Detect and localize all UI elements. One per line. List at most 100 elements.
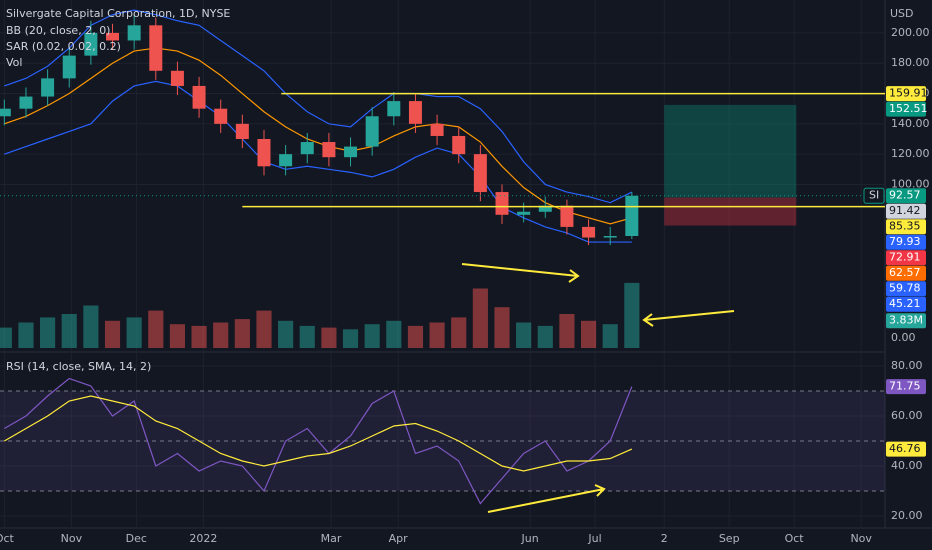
candle-body (300, 142, 314, 155)
y-tick-label: 100.00 (891, 177, 930, 190)
price-tag-label: 59.78 (889, 282, 921, 295)
volume-bar (40, 317, 56, 348)
y-tick-label: 40.00 (891, 459, 923, 472)
candle-body (149, 25, 163, 71)
candle-body (430, 123, 444, 136)
candle-body (603, 236, 617, 238)
price-tag (886, 250, 926, 266)
volume-bar (537, 325, 553, 348)
candle-body (84, 32, 98, 56)
price-tag-label: 91.42 (889, 204, 921, 217)
price-tag-label: 3.83M (889, 314, 923, 327)
x-tick-label: Apr (389, 532, 409, 545)
price-tag (886, 281, 926, 297)
candle-body (560, 205, 574, 227)
volume-bar (299, 325, 315, 348)
candle-body (365, 116, 379, 147)
price-tag-label: 71.75 (889, 380, 921, 393)
arrow (487, 484, 606, 513)
price-tag (886, 313, 926, 329)
x-tick-label: Nov (850, 532, 872, 545)
volume-bar (278, 320, 294, 348)
price-tag-label: 159.91 (889, 87, 928, 100)
price-tag-label: 152.51 (889, 102, 928, 115)
price-tag (886, 234, 926, 250)
indicator-legend: BB (20, close, 2, 0) (6, 24, 110, 37)
volume-bar (83, 305, 99, 348)
bb-upper (4, 9, 633, 204)
volume-bar (364, 324, 380, 348)
volume-bar (451, 317, 467, 348)
candle-body (538, 205, 552, 212)
candle-body (344, 146, 358, 158)
candle-body (0, 108, 11, 117)
volume-bar (386, 320, 402, 348)
price-tag-label: 45.21 (889, 297, 921, 310)
y-tick-label: 0.00 (891, 331, 916, 344)
price-tag (886, 265, 926, 281)
x-tick-label: 2022 (189, 532, 217, 545)
volume-bar (472, 288, 488, 348)
candle-body (517, 211, 531, 215)
price-tag-label: 62.57 (889, 266, 921, 279)
price-tag (886, 379, 926, 395)
currency-label: USD (890, 7, 914, 20)
volume-bar (61, 314, 77, 348)
indicator-legend: RSI (14, close, SMA, 14, 2) (6, 360, 151, 373)
volume-bar (407, 325, 424, 348)
price-tag-label: 79.93 (889, 235, 921, 248)
price-tag-label: 92.57 (889, 189, 921, 202)
volume-bar (0, 327, 12, 348)
price-tag (886, 441, 926, 457)
volume-bar (104, 320, 121, 348)
x-tick-label: Mar (321, 532, 342, 545)
candle-body (214, 108, 228, 124)
symbol-tag-label: SI (869, 189, 879, 202)
candle-body (19, 96, 33, 109)
x-tick-label: 2 (661, 532, 668, 545)
x-tick-label: Jul (587, 532, 601, 545)
y-tick-label: 140.00 (891, 117, 930, 130)
price-tag (886, 296, 926, 312)
volume-bar (602, 324, 618, 348)
volume-bar (234, 319, 250, 348)
x-tick-label: Nov (61, 532, 83, 545)
x-tick-label: Jun (521, 532, 539, 545)
candle-body (192, 85, 206, 109)
candle-body (41, 78, 55, 97)
candle-body (170, 70, 184, 86)
y-tick-label: 200.00 (891, 26, 930, 39)
candle-body (62, 55, 76, 79)
arrow (642, 310, 735, 327)
price-tag-label: 85.35 (889, 220, 921, 233)
candle-body (106, 32, 120, 41)
x-tick-label: Oct (785, 532, 805, 545)
price-tag (886, 219, 926, 235)
candle-body (452, 135, 466, 155)
candle-body (625, 195, 639, 237)
price-tag (886, 86, 926, 102)
indicator-legend: Vol (6, 56, 22, 69)
price-tag-label: 72.91 (889, 251, 921, 264)
volume-bar (321, 327, 337, 348)
y-tick-label: 20.00 (891, 509, 923, 522)
price-tag (886, 101, 926, 117)
candle-body (127, 25, 141, 41)
candle-body (235, 123, 249, 139)
arrow (461, 263, 580, 283)
annotation-arrows (461, 263, 735, 513)
candle-body (582, 226, 596, 238)
candle-body (473, 154, 487, 193)
indicator-legend: SAR (0.02, 0.02, 0.2) (6, 40, 121, 53)
volume-bar (580, 320, 597, 348)
volume-bar (342, 329, 359, 348)
volume-bar (213, 322, 229, 348)
volume-bar (516, 322, 532, 348)
plot (0, 0, 885, 528)
candle-body (408, 101, 422, 124)
x-tick-label: Oct (0, 532, 15, 545)
rsi-line (4, 395, 633, 472)
volume-bar (624, 282, 640, 348)
